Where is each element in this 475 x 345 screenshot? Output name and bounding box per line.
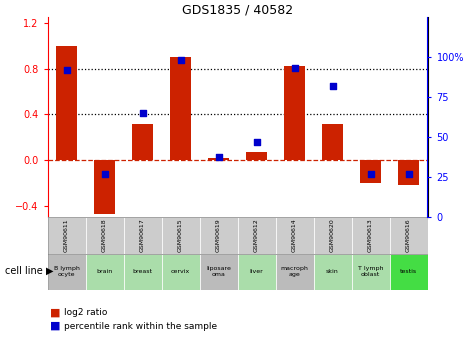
Point [329, 83, 336, 89]
Text: testis: testis [400, 269, 417, 274]
Point [367, 171, 374, 177]
Point [253, 139, 260, 145]
Bar [132, 124, 153, 160]
Bar [124, 217, 162, 254]
Bar [398, 160, 419, 185]
Bar [162, 254, 199, 290]
Text: ■: ■ [50, 307, 60, 317]
Text: GSM90615: GSM90615 [178, 219, 183, 252]
Text: liposare
oma: liposare oma [206, 266, 231, 277]
Bar [276, 254, 314, 290]
Point [215, 154, 222, 159]
Text: GSM90619: GSM90619 [216, 219, 221, 252]
Text: GSM90611: GSM90611 [64, 219, 69, 252]
Text: GSM90614: GSM90614 [292, 219, 297, 252]
Bar [238, 254, 276, 290]
Point [405, 171, 412, 177]
Text: GSM90612: GSM90612 [254, 219, 259, 252]
Bar [390, 217, 428, 254]
Text: liver: liver [250, 269, 263, 274]
Point [177, 58, 184, 63]
Bar [162, 217, 199, 254]
Text: cell line: cell line [5, 266, 42, 276]
Text: T lymph
oblast: T lymph oblast [358, 266, 383, 277]
Bar [94, 160, 115, 214]
Bar [208, 158, 229, 160]
Bar [314, 254, 352, 290]
Point [291, 66, 298, 71]
Bar [352, 254, 390, 290]
Bar [200, 217, 238, 254]
Text: GSM90616: GSM90616 [406, 219, 411, 252]
Text: ▶: ▶ [46, 266, 53, 276]
Text: brain: brain [96, 269, 113, 274]
Point [63, 67, 70, 73]
Text: breast: breast [133, 269, 152, 274]
Bar [48, 217, 86, 254]
Title: GDS1835 / 40582: GDS1835 / 40582 [182, 3, 293, 16]
Point [139, 110, 146, 116]
Bar [276, 217, 314, 254]
Bar [390, 254, 428, 290]
Bar [360, 160, 381, 183]
Text: percentile rank within the sample: percentile rank within the sample [64, 322, 217, 331]
Bar [284, 67, 305, 160]
Bar [86, 217, 124, 254]
Bar [314, 217, 352, 254]
Bar [246, 152, 267, 160]
Bar [170, 57, 191, 160]
Bar [322, 124, 343, 160]
Text: GSM90617: GSM90617 [140, 219, 145, 252]
Bar [48, 254, 86, 290]
Text: log2 ratio: log2 ratio [64, 308, 107, 317]
Text: skin: skin [326, 269, 339, 274]
Bar [86, 254, 124, 290]
Text: GSM90620: GSM90620 [330, 219, 335, 252]
Text: B lymph
ocyte: B lymph ocyte [54, 266, 79, 277]
Text: cervix: cervix [171, 269, 190, 274]
Text: GSM90613: GSM90613 [368, 219, 373, 252]
Point [101, 171, 108, 177]
Bar [56, 46, 77, 160]
Bar [124, 254, 162, 290]
Bar [200, 254, 238, 290]
Text: macroph
age: macroph age [281, 266, 308, 277]
Text: GSM90618: GSM90618 [102, 219, 107, 252]
Bar [352, 217, 390, 254]
Bar [238, 217, 276, 254]
Text: ■: ■ [50, 321, 60, 331]
